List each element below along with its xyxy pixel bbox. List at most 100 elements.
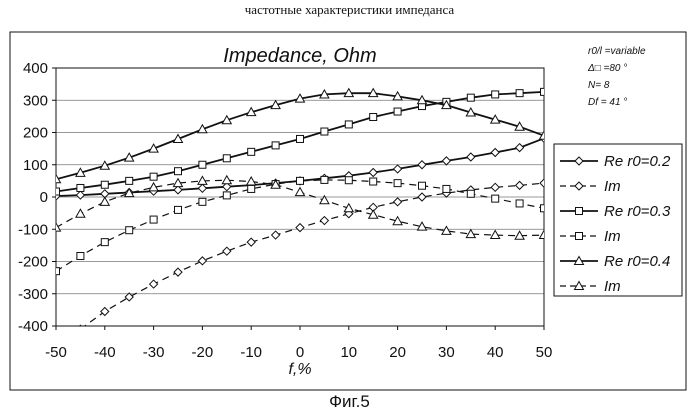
marker-triangle xyxy=(514,230,525,240)
marker-square xyxy=(247,184,256,193)
marker-diamond xyxy=(197,256,208,266)
marker-diamond xyxy=(124,292,134,302)
marker-triangle xyxy=(465,228,477,239)
marker-diamond xyxy=(514,142,525,153)
series-layer xyxy=(56,87,544,326)
marker-diamond xyxy=(78,324,82,326)
marker-diamond xyxy=(270,230,281,240)
marker-triangle xyxy=(538,229,544,240)
marker-triangle xyxy=(367,209,379,219)
marker-square xyxy=(442,184,451,193)
marker-diamond xyxy=(574,156,584,166)
marker-square xyxy=(466,93,475,102)
marker-diamond xyxy=(441,156,452,166)
parameter-notes: r0/l =variable Δ□ =80 ° N= 8 Df = 41 ° xyxy=(587,46,646,108)
y-tick-label: -200 xyxy=(18,254,48,271)
legend: Re r0=0.2 Im Re r0=0.3 Im Re r0=0.4 Im xyxy=(553,143,683,297)
marker-triangle xyxy=(172,133,184,143)
y-tick-label: -400 xyxy=(18,318,48,335)
marker-diamond xyxy=(75,190,86,200)
y-tick-label: 100 xyxy=(23,157,48,174)
marker-triangle xyxy=(392,90,403,101)
marker-triangle xyxy=(319,194,330,205)
x-tick-label: -20 xyxy=(192,344,214,361)
marker-triangle xyxy=(75,208,86,218)
marker-square xyxy=(56,267,60,276)
marker-square xyxy=(76,252,85,261)
marker-square xyxy=(174,205,182,214)
marker-square xyxy=(540,204,544,213)
marker-triangle xyxy=(270,179,281,189)
parameter-note: Df = 41 ° xyxy=(588,97,627,108)
series-line xyxy=(56,179,544,272)
legend-label: Im xyxy=(604,178,621,195)
marker-triangle xyxy=(416,221,428,231)
marker-square xyxy=(540,87,544,96)
marker-square xyxy=(149,215,158,224)
marker-square xyxy=(76,183,85,192)
x-tick-label: -10 xyxy=(240,344,262,361)
marker-diamond xyxy=(319,215,330,226)
marker-triangle xyxy=(489,114,501,124)
x-axis-label: f,% xyxy=(288,361,311,378)
marker-diamond xyxy=(100,306,110,317)
marker-triangle xyxy=(245,106,257,117)
marker-triangle xyxy=(75,167,86,177)
marker-square xyxy=(491,194,500,203)
legend-label: Re r0=0.3 xyxy=(604,203,671,220)
series-5 xyxy=(56,87,544,184)
marker-triangle xyxy=(123,152,135,162)
marker-square xyxy=(320,127,329,136)
marker-diamond xyxy=(539,178,544,188)
series-6 xyxy=(56,174,544,240)
marker-diamond xyxy=(173,267,183,277)
marker-triangle xyxy=(197,175,208,185)
marker-diamond xyxy=(417,192,427,202)
marker-triangle xyxy=(573,280,585,290)
marker-triangle xyxy=(172,177,184,188)
marker-square xyxy=(320,175,329,184)
marker-diamond xyxy=(295,222,305,233)
legend-label: Im xyxy=(604,278,621,295)
legend-label: Re r0=0.2 xyxy=(604,153,671,170)
marker-diamond xyxy=(466,152,476,162)
marker-square xyxy=(100,238,109,247)
marker-triangle xyxy=(99,160,111,170)
marker-triangle xyxy=(441,99,452,110)
marker-diamond xyxy=(574,181,584,191)
marker-diamond xyxy=(197,183,208,193)
marker-square xyxy=(344,120,353,129)
marker-square xyxy=(296,134,304,143)
marker-diamond xyxy=(490,182,500,193)
marker-triangle xyxy=(148,181,159,192)
figure-label: Фиг.5 xyxy=(329,392,370,411)
marker-triangle xyxy=(319,88,330,99)
x-tick-label: 30 xyxy=(438,344,455,361)
y-tick-label: -300 xyxy=(18,286,48,303)
marker-triangle xyxy=(392,215,403,226)
marker-square xyxy=(575,207,583,215)
marker-square xyxy=(198,160,207,169)
marker-triangle xyxy=(573,255,585,265)
marker-triangle xyxy=(489,229,501,240)
x-tick-label: 40 xyxy=(487,344,504,361)
marker-diamond xyxy=(490,147,500,158)
marker-diamond xyxy=(222,246,232,256)
marker-square xyxy=(149,172,158,181)
marker-diamond xyxy=(392,164,403,174)
y-tick-label: 200 xyxy=(23,125,48,142)
marker-triangle xyxy=(270,99,281,110)
marker-diamond xyxy=(392,197,403,207)
marker-diamond xyxy=(173,185,183,195)
marker-square xyxy=(100,180,109,189)
marker-triangle xyxy=(465,106,477,117)
marker-square xyxy=(56,187,60,196)
marker-triangle xyxy=(538,130,544,140)
marker-square xyxy=(247,147,256,156)
marker-triangle xyxy=(123,187,135,198)
y-tick-label: 0 xyxy=(40,189,48,206)
marker-diamond xyxy=(148,279,159,289)
marker-square xyxy=(125,176,134,185)
marker-square xyxy=(466,189,475,198)
